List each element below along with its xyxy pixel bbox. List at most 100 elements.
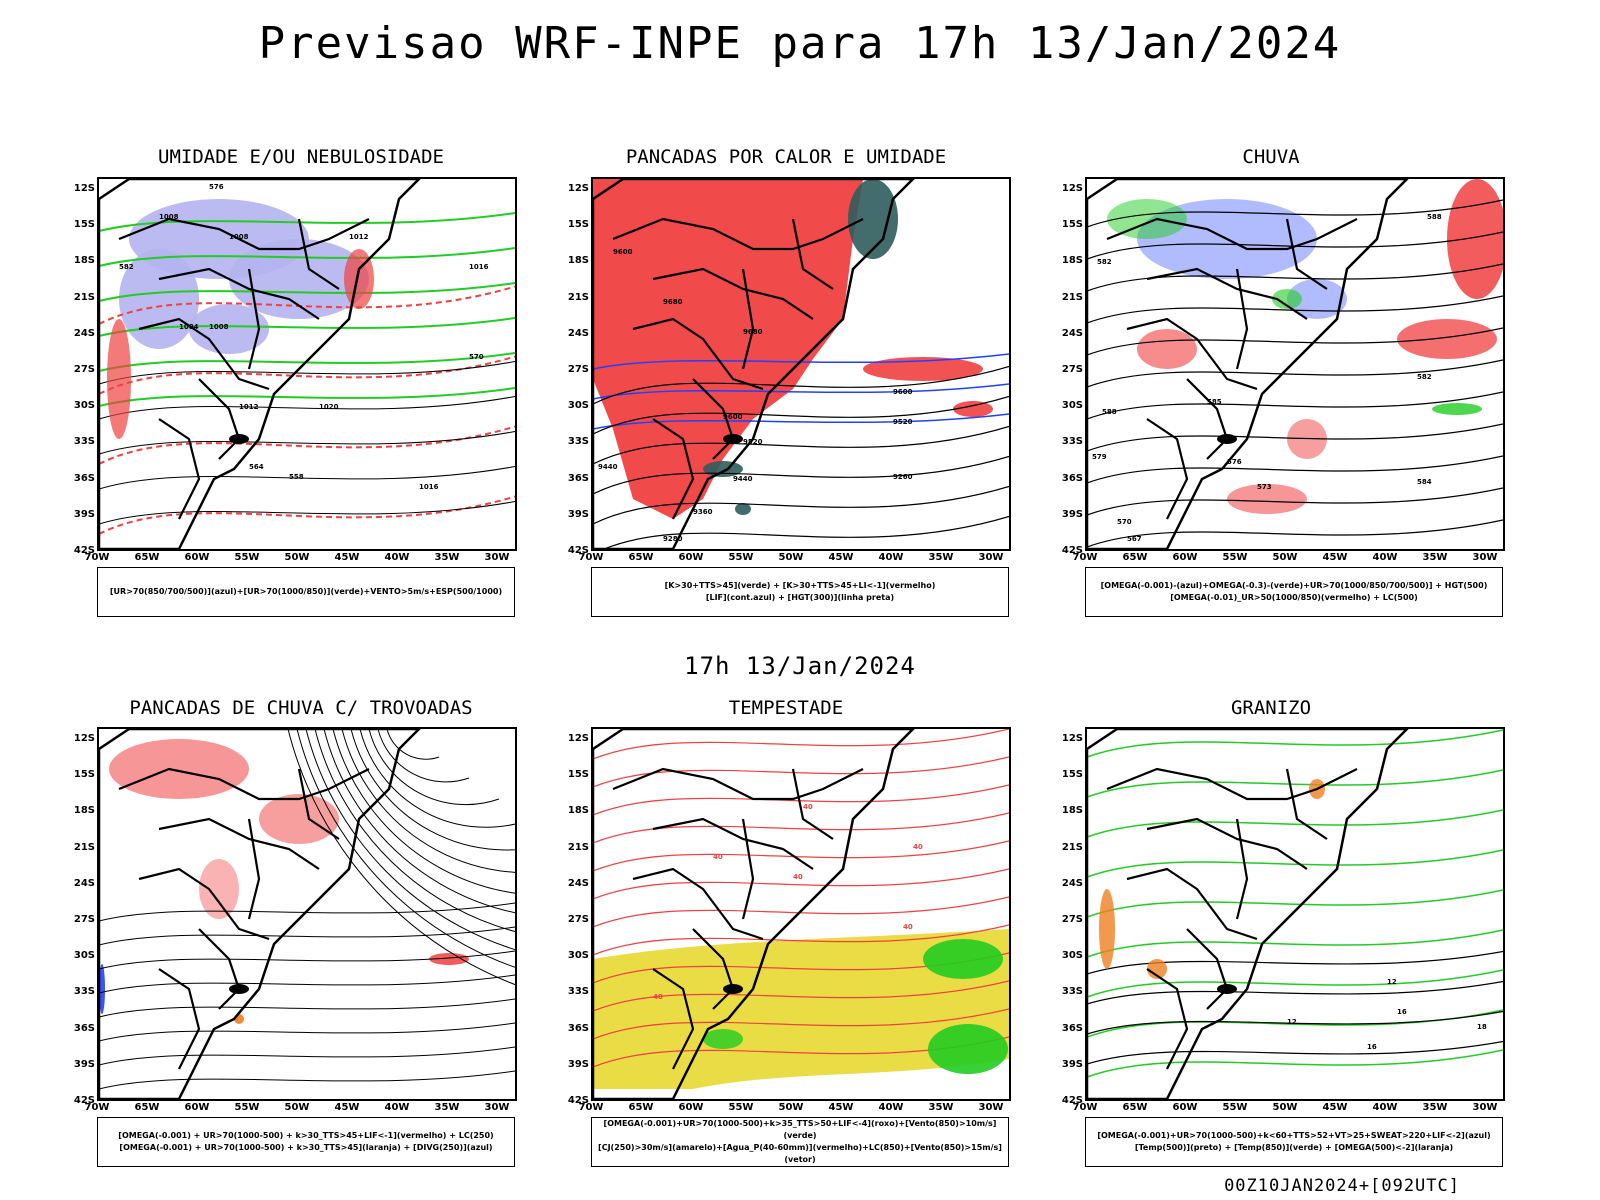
panel-title-tempestade: TEMPESTADE <box>728 697 844 719</box>
legend-pancadas-trovoadas: [OMEGA(-0.001) + UR>70(1000-500) + k>30_… <box>97 1117 515 1167</box>
contour-label: 567 <box>1127 535 1142 543</box>
contour-label: 564 <box>249 463 264 471</box>
hgt500-contour <box>1087 295 1503 324</box>
panel-title-pancadas-trovoadas: PANCADAS DE CHUVA C/ TROVOADAS <box>129 697 473 719</box>
map-canvas: 9600968096809600952095209440944093609280… <box>593 179 1009 549</box>
lat-tick-label: 27S <box>1061 364 1083 375</box>
lon-tick-label: 30W <box>1472 552 1498 563</box>
contour-label: 18 <box>1477 1023 1487 1031</box>
lif-contour <box>593 413 1009 430</box>
legend-chuva: [OMEGA(-0.001)-(azul)+OMEGA(-0.3)-(verde… <box>1085 567 1503 617</box>
country-border <box>1285 768 1328 840</box>
country-border <box>1146 418 1189 520</box>
contour-label: 1020 <box>319 403 339 411</box>
lon-tick-label: 70W <box>84 1102 110 1113</box>
lon-tick-label: 30W <box>978 552 1004 563</box>
lat-tick-label: 42S <box>73 545 95 556</box>
lon-tick-label: 40W <box>878 1102 904 1113</box>
lat-tick-label: 30S <box>1061 950 1083 962</box>
pressure-isobar <box>99 466 515 490</box>
lat-tick-label: 33S <box>1061 436 1083 448</box>
instability-teal <box>848 179 898 259</box>
lon-tick-label: 70W <box>1072 1102 1098 1113</box>
wind-green <box>923 939 1003 979</box>
wind-green <box>928 1024 1008 1074</box>
storm-red <box>199 859 239 919</box>
lat-tick-label: 18S <box>567 805 589 817</box>
humidity-contour <box>99 387 515 407</box>
hgt300-contour <box>602 515 1009 549</box>
map-umidade: 1008 1008 1012 1016 1004 1008 1020 1016 576 582 57… <box>97 177 517 551</box>
contour-label: 1008 <box>159 213 179 221</box>
lat-tick-label: 27S <box>567 914 589 925</box>
lat-tick-label: 42S <box>1061 1095 1083 1106</box>
country-border <box>1186 378 1229 460</box>
lon-tick-label: 40W <box>384 1102 410 1113</box>
country-border <box>1146 267 1308 320</box>
pressure-isobar <box>99 431 515 455</box>
thickness-contour <box>99 285 515 325</box>
lat-tick-label: 42S <box>567 1095 589 1106</box>
hgt500-contour <box>1087 487 1503 516</box>
temp850-contour <box>1087 889 1503 918</box>
lon-tick-label: 65W <box>134 552 160 563</box>
lat-tick-label: 33S <box>73 436 95 448</box>
country-border <box>652 267 814 320</box>
lon-tick-label: 65W <box>628 552 654 563</box>
country-border <box>632 867 764 941</box>
map-canvas <box>99 729 515 1099</box>
lon-tick-label: 60W <box>184 552 210 563</box>
lat-tick-label: 18S <box>1061 255 1083 267</box>
humidity-contour <box>99 352 515 372</box>
lon-tick-label: 40W <box>878 552 904 563</box>
omega-orange <box>1099 889 1115 969</box>
country-border <box>158 418 201 520</box>
lon-tick-label: 55W <box>234 1102 260 1113</box>
temp850-contour <box>1087 809 1503 838</box>
lake-mark <box>723 434 743 444</box>
contour-label: 9520 <box>893 418 913 426</box>
lon-tick-label: 55W <box>728 1102 754 1113</box>
legend-line: [OMEGA(-0.01)_UR>50(1000/850)(vermelho) … <box>1170 593 1418 602</box>
lon-tick-label: 50W <box>284 552 310 563</box>
rain-red <box>1227 484 1307 514</box>
contour-label: 588 <box>1427 213 1442 221</box>
legend-line: [Temp(500)](preto) + [Temp(850)](verde) … <box>1134 1143 1454 1152</box>
country-border <box>791 768 834 840</box>
lake-mark <box>229 434 249 444</box>
hgt300-contour <box>593 425 1009 465</box>
lon-tick-label: 65W <box>1122 1102 1148 1113</box>
lon-tick-label: 35W <box>1422 552 1448 563</box>
country-border <box>1285 218 1328 290</box>
lat-tick-label: 15S <box>1061 769 1083 781</box>
coastline <box>99 179 421 549</box>
lon-tick-label: 55W <box>1222 1102 1248 1113</box>
country-border <box>741 818 755 920</box>
lat-tick-label: 27S <box>73 364 95 375</box>
panel-title-chuva: CHUVA <box>1242 146 1300 168</box>
country-border <box>1235 268 1249 370</box>
lat-tick-label: 24S <box>73 327 95 339</box>
lake-mark <box>229 984 249 994</box>
lat-tick-label: 15S <box>73 769 95 781</box>
streamline <box>99 950 515 970</box>
contour-label: 576 <box>1227 458 1242 466</box>
contour-label: 9440 <box>598 463 618 471</box>
contour-label: 40 <box>903 923 913 931</box>
lon-tick-label: 35W <box>928 552 954 563</box>
lat-tick-label: 33S <box>567 986 589 998</box>
lon-tick-label: 65W <box>1122 552 1148 563</box>
lon-tick-label: 60W <box>678 552 704 563</box>
streamline <box>99 998 515 1018</box>
lat-tick-label: 27S <box>1061 914 1083 925</box>
lat-tick-label: 12S <box>567 733 589 744</box>
thickness-contour <box>99 425 515 465</box>
country-border <box>247 818 261 920</box>
instability-red <box>953 401 993 417</box>
contour-label: 9260 <box>893 473 913 481</box>
contour-label: 16 <box>1367 1043 1377 1051</box>
country-border <box>612 767 864 801</box>
lon-tick-label: 40W <box>1372 1102 1398 1113</box>
lake-mark <box>723 984 743 994</box>
lon-tick-label: 55W <box>1222 552 1248 563</box>
